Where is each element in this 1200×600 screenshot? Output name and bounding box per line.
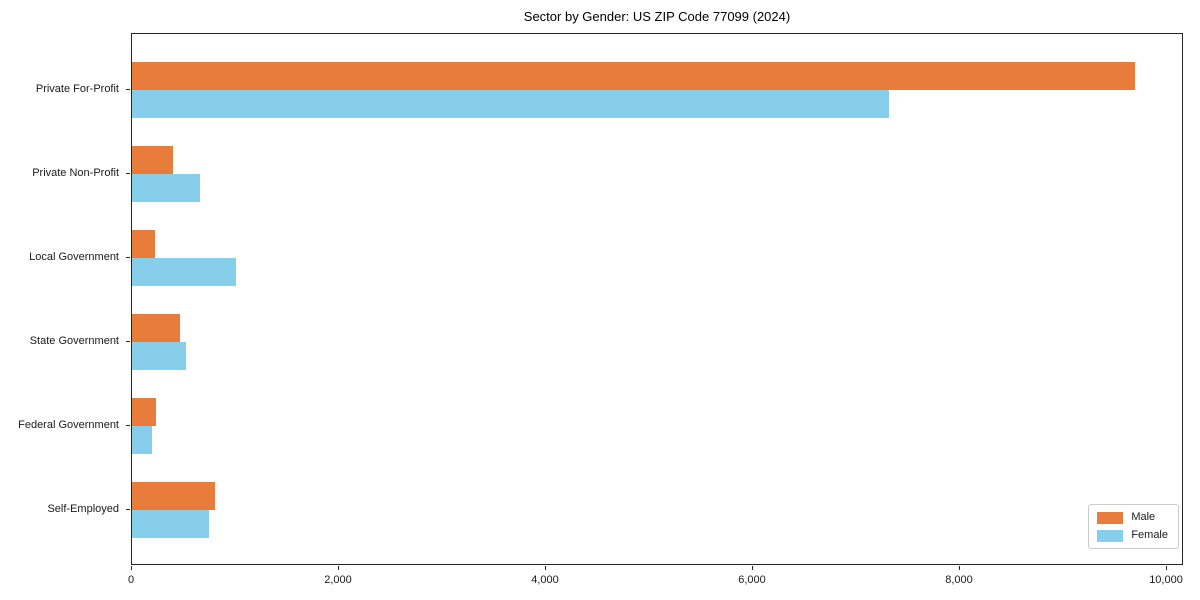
- female-swatch-icon: [1097, 529, 1124, 542]
- y-axis-label-state-government: State Government: [29, 334, 119, 347]
- bar-female-federal-government: [132, 425, 152, 454]
- x-axis-label-8-000: 8,000: [945, 574, 973, 586]
- x-axis-tick: [1165, 566, 1167, 570]
- legend: Male Female: [1088, 504, 1179, 549]
- y-axis-tick: [126, 172, 130, 174]
- y-axis-label-private-for-profit: Private For-Profit: [35, 82, 119, 95]
- y-axis-tick: [126, 340, 130, 342]
- y-axis-label-private-non-profit: Private Non-Profit: [32, 166, 119, 179]
- bar-male-federal-government: [132, 397, 157, 426]
- x-axis-label-10-000: 10,000: [1149, 574, 1183, 586]
- y-axis-label-federal-government: Federal Government: [18, 418, 119, 431]
- x-axis-label-4-000: 4,000: [531, 574, 559, 586]
- x-axis-label-2-000: 2,000: [324, 574, 352, 586]
- bar-male-private-for-profit: [132, 61, 1135, 90]
- x-axis-tick: [544, 566, 546, 570]
- y-axis-tick: [126, 508, 130, 510]
- male-swatch-icon: [1097, 511, 1124, 524]
- legend-item-female: Female: [1097, 529, 1168, 542]
- legend-label-male: Male: [1131, 511, 1156, 523]
- y-axis-label-local-government: Local Government: [29, 250, 119, 263]
- y-axis-tick: [126, 88, 130, 90]
- bar-female-state-government: [132, 341, 186, 370]
- chart-title: Sector by Gender: US ZIP Code 77099 (202…: [523, 9, 791, 24]
- y-axis-tick: [126, 256, 130, 258]
- bar-male-local-government: [132, 229, 156, 258]
- bar-male-state-government: [132, 313, 181, 342]
- y-axis-tick: [126, 424, 130, 426]
- x-axis-tick: [130, 566, 132, 570]
- x-axis-tick: [958, 566, 960, 570]
- x-axis-tick: [751, 566, 753, 570]
- bar-male-private-non-profit: [132, 145, 174, 174]
- bar-female-private-for-profit: [132, 89, 890, 118]
- legend-item-male: Male: [1097, 511, 1168, 524]
- bar-female-self-employed: [132, 509, 210, 538]
- plot-area: Male Female: [131, 33, 1183, 565]
- legend-label-female: Female: [1131, 529, 1168, 541]
- x-axis-tick: [337, 566, 339, 570]
- bar-male-self-employed: [132, 481, 215, 510]
- bar-female-private-non-profit: [132, 173, 201, 202]
- x-axis-label-6-000: 6,000: [738, 574, 766, 586]
- bar-female-local-government: [132, 257, 237, 286]
- y-axis-label-self-employed: Self-Employed: [47, 502, 119, 515]
- x-axis-label-0: 0: [127, 574, 135, 586]
